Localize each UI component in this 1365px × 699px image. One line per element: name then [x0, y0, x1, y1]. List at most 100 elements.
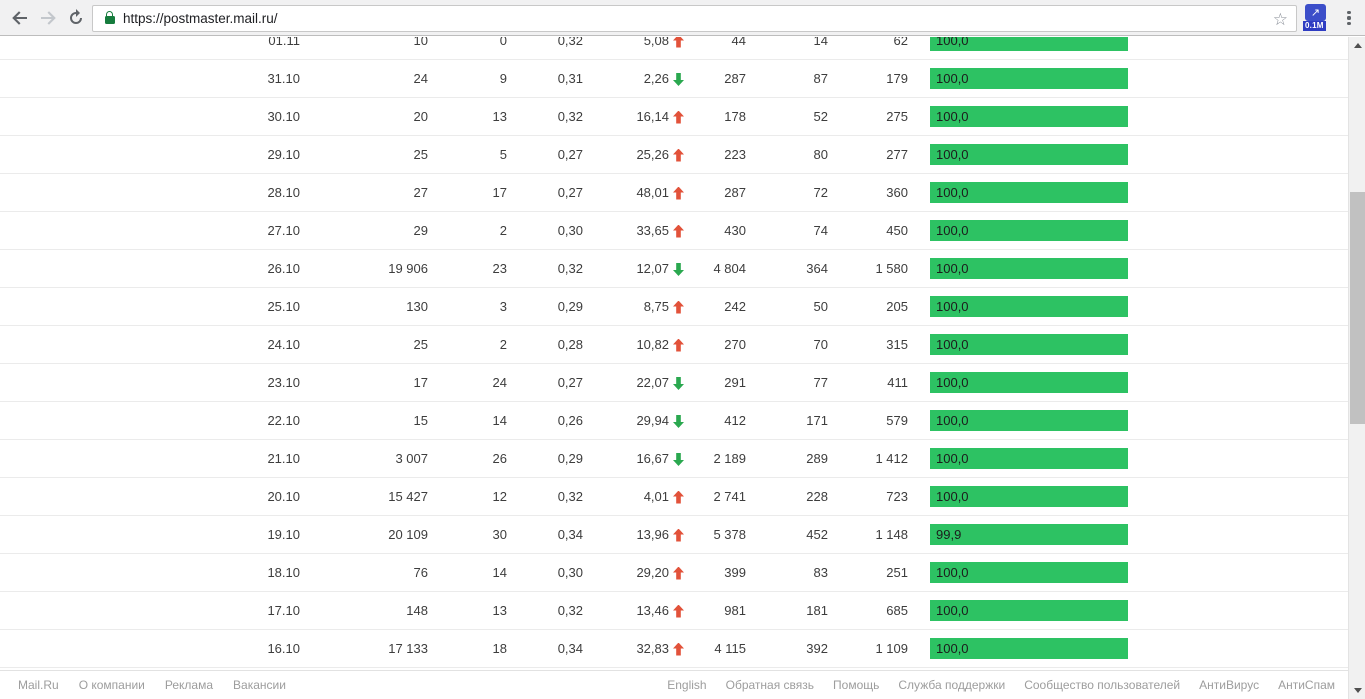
cell-value-2: 3 — [499, 299, 507, 314]
cell-value-6: 52 — [813, 109, 828, 124]
cell-value-2: 2 — [499, 337, 507, 352]
percent-bar: 100,0 — [930, 410, 1128, 431]
cell-delta: 25,26 — [564, 136, 684, 174]
cell-value-1: 25 — [413, 337, 428, 352]
cell-delta: 33,65 — [564, 212, 684, 250]
delta-value: 13,46 — [636, 603, 669, 618]
percent-bar-wrap: 100,0 — [930, 486, 1128, 507]
cell-value-3: 0,30 — [557, 565, 583, 580]
footer-link[interactable]: Реклама — [164, 678, 214, 692]
cell-date: 29.10 — [267, 147, 300, 162]
trend-arrow-icon — [673, 528, 684, 542]
footer-link[interactable]: Вакансии — [233, 678, 286, 692]
trend-arrow-icon — [673, 110, 684, 124]
cell-value-3: 0,34 — [557, 641, 583, 656]
footer-link[interactable]: Mail.Ru — [18, 678, 59, 692]
cell-value-7: 579 — [886, 413, 908, 428]
browser-toolbar: https://postmaster.mail.ru/ ☆ ↗ 0.1M — [0, 0, 1365, 36]
reload-button[interactable] — [62, 4, 90, 32]
cell-value-6: 77 — [813, 375, 828, 390]
cell-delta: 22,07 — [564, 364, 684, 402]
cell-value-2: 14 — [492, 565, 507, 580]
footer-link[interactable]: English — [667, 678, 707, 692]
table-row: 29.10 25 5 0,27 25,26 223 80 277 100,0 — [0, 136, 1365, 174]
cell-delta: 13,46 — [564, 592, 684, 630]
delta-value: 12,07 — [636, 261, 669, 276]
cell-value-6: 80 — [813, 147, 828, 162]
table-row: 01.11 10 0 0,32 5,08 44 14 62 100,0 — [0, 37, 1365, 60]
cell-value-7: 205 — [886, 299, 908, 314]
delta-value: 25,26 — [636, 147, 669, 162]
cell-value-3: 0,34 — [557, 527, 583, 542]
trend-arrow-icon — [673, 490, 684, 504]
back-button[interactable] — [6, 4, 34, 32]
table-row: 19.10 20 109 30 0,34 13,96 5 378 452 1 1… — [0, 516, 1365, 554]
footer-link[interactable]: Сообщество пользователей — [1024, 678, 1181, 692]
percent-bar-wrap: 100,0 — [930, 106, 1128, 127]
cell-value-7: 685 — [886, 603, 908, 618]
scroll-down-icon — [1353, 688, 1362, 693]
scroll-down-button[interactable] — [1349, 682, 1365, 699]
cell-value-3: 0,31 — [557, 71, 583, 86]
back-icon — [12, 11, 27, 25]
delta-value: 4,01 — [643, 489, 669, 504]
footer-link[interactable]: АнтиВирус — [1199, 678, 1260, 692]
scrollbar-thumb[interactable] — [1350, 192, 1365, 424]
scroll-up-button[interactable] — [1349, 37, 1365, 54]
cell-value-5: 178 — [724, 109, 746, 124]
extension-icon[interactable]: ↗ — [1305, 4, 1326, 21]
cell-value-6: 228 — [806, 489, 828, 504]
table-row: 24.10 25 2 0,28 10,82 270 70 315 100,0 — [0, 326, 1365, 364]
cell-value-2: 24 — [492, 375, 507, 390]
table-row: 21.10 3 007 26 0,29 16,67 2 189 289 1 41… — [0, 440, 1365, 478]
cell-value-7: 62 — [893, 37, 908, 48]
percent-bar: 100,0 — [930, 600, 1128, 621]
bookmark-star-icon[interactable]: ☆ — [1272, 10, 1288, 29]
cell-date: 30.10 — [267, 109, 300, 124]
cell-value-5: 44 — [731, 37, 746, 48]
cell-delta: 4,01 — [564, 478, 684, 516]
percent-bar: 100,0 — [930, 562, 1128, 583]
trend-arrow-icon — [673, 37, 684, 48]
delta-value: 10,82 — [636, 337, 669, 352]
cell-value-1: 76 — [413, 565, 428, 580]
table-row: 18.10 76 14 0,30 29,20 399 83 251 100,0 — [0, 554, 1365, 592]
footer-link[interactable]: АнтиСпам — [1278, 678, 1335, 692]
cell-delta: 48,01 — [564, 174, 684, 212]
cell-value-1: 29 — [413, 223, 428, 238]
cell-value-3: 0,32 — [557, 261, 583, 276]
cell-value-6: 392 — [806, 641, 828, 656]
cell-value-3: 0,29 — [557, 451, 583, 466]
cell-delta: 12,07 — [564, 250, 684, 288]
percent-bar: 100,0 — [930, 182, 1128, 203]
cell-value-2: 23 — [492, 261, 507, 276]
percent-bar-wrap: 100,0 — [930, 448, 1128, 469]
table-row: 30.10 20 13 0,32 16,14 178 52 275 100,0 — [0, 98, 1365, 136]
footer-link[interactable]: Служба поддержки — [898, 678, 1006, 692]
cell-value-3: 0,26 — [557, 413, 583, 428]
cell-value-5: 412 — [724, 413, 746, 428]
footer-link[interactable]: Помощь — [833, 678, 880, 692]
footer-link[interactable]: О компании — [78, 678, 145, 692]
percent-bar: 100,0 — [930, 37, 1128, 51]
https-lock-icon[interactable] — [105, 10, 115, 24]
percent-bar-wrap: 100,0 — [930, 258, 1128, 279]
cell-value-2: 0 — [499, 37, 507, 48]
cell-value-5: 4 804 — [713, 261, 746, 276]
cell-value-1: 148 — [406, 603, 428, 618]
vertical-scrollbar[interactable] — [1348, 37, 1365, 699]
browser-menu-button[interactable] — [1340, 7, 1358, 29]
cell-delta: 29,94 — [564, 402, 684, 440]
percent-bar: 100,0 — [930, 258, 1128, 279]
footer-link[interactable]: Обратная связь — [725, 678, 815, 692]
address-bar[interactable]: https://postmaster.mail.ru/ ☆ — [92, 5, 1297, 32]
cell-value-2: 18 — [492, 641, 507, 656]
percent-bar: 100,0 — [930, 486, 1128, 507]
footer-left-links: Mail.Ru О компании Реклама Вакансии — [18, 678, 286, 692]
forward-button[interactable] — [34, 4, 62, 32]
url-text[interactable]: https://postmaster.mail.ru/ — [123, 11, 278, 26]
scroll-up-icon — [1353, 43, 1362, 48]
cell-value-7: 1 109 — [875, 641, 908, 656]
percent-bar: 100,0 — [930, 144, 1128, 165]
cell-date: 25.10 — [267, 299, 300, 314]
